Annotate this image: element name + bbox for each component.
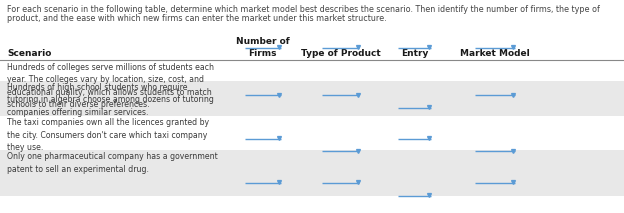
- Text: patent to sell an experimental drug.: patent to sell an experimental drug.: [7, 165, 150, 174]
- Text: For each scenario in the following table, determine which market model best desc: For each scenario in the following table…: [7, 5, 600, 14]
- Text: companies offering similar services.: companies offering similar services.: [7, 108, 149, 117]
- Bar: [0, 60, 624, 81]
- Text: Entry: Entry: [401, 49, 429, 58]
- Bar: [0, 116, 624, 150]
- Text: Hundreds of high school students who require: Hundreds of high school students who req…: [7, 83, 188, 92]
- Text: Number of: Number of: [236, 37, 290, 46]
- Text: the city. Consumers don't care which taxi company: the city. Consumers don't care which tax…: [7, 131, 208, 140]
- Text: they use.: they use.: [7, 143, 44, 152]
- Text: year. The colleges vary by location, size, cost, and: year. The colleges vary by location, siz…: [7, 75, 205, 84]
- Text: Firms: Firms: [248, 49, 277, 58]
- Text: tutoring in algebra choose among dozens of tutoring: tutoring in algebra choose among dozens …: [7, 95, 215, 104]
- Text: Hundreds of colleges serve millions of students each: Hundreds of colleges serve millions of s…: [7, 63, 215, 72]
- Bar: [0, 81, 624, 116]
- Text: educational quality, which allows students to match: educational quality, which allows studen…: [7, 88, 212, 96]
- Text: product, and the ease with which new firms can enter the market under this marke: product, and the ease with which new fir…: [7, 14, 387, 23]
- Bar: [0, 150, 624, 196]
- Text: The taxi companies own all the licences granted by: The taxi companies own all the licences …: [7, 118, 210, 127]
- Text: Type of Product: Type of Product: [301, 49, 381, 58]
- Text: Scenario: Scenario: [7, 49, 52, 58]
- Text: Only one pharmaceutical company has a government: Only one pharmaceutical company has a go…: [7, 152, 218, 161]
- Text: schools to their diverse preferences.: schools to their diverse preferences.: [7, 100, 150, 109]
- Bar: [0, 0, 624, 60]
- Text: Market Model: Market Model: [460, 49, 530, 58]
